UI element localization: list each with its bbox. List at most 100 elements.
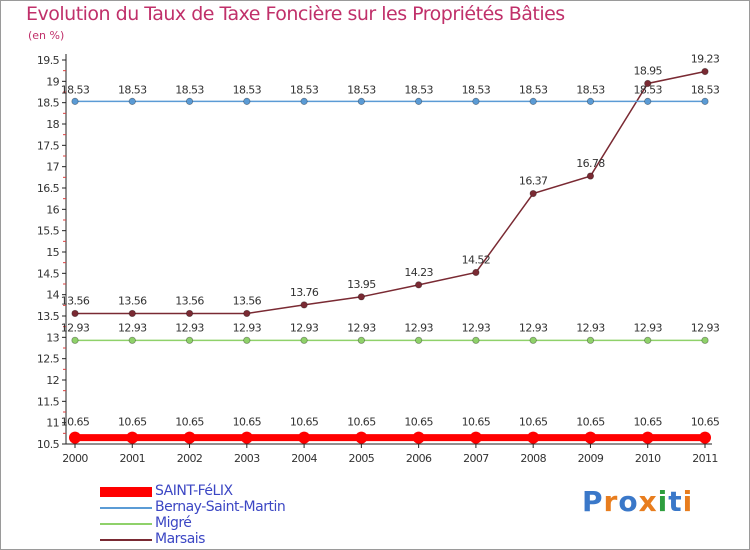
data-point xyxy=(412,431,425,444)
data-point xyxy=(529,189,537,198)
x-tick-label: 2002 xyxy=(177,452,203,465)
chart-legend: SAINT-FéLIX Bernay-Saint-Martin Migré Ma… xyxy=(100,483,400,548)
data-point xyxy=(469,431,482,444)
y-tick-label: 10.5 xyxy=(37,438,60,451)
data-label: 18.53 xyxy=(175,83,204,96)
logo-letter: r xyxy=(603,485,619,518)
data-point xyxy=(243,97,251,105)
x-tick-label: 2005 xyxy=(349,452,375,465)
y-tick-label: 13.5 xyxy=(37,310,60,323)
data-label: 12.93 xyxy=(61,321,90,334)
data-point xyxy=(586,336,595,344)
data-label: 12.93 xyxy=(519,321,548,334)
data-label: 18.53 xyxy=(519,83,548,96)
data-label: 18.53 xyxy=(691,83,720,96)
data-label: 14.52 xyxy=(462,253,491,266)
data-label: 10.65 xyxy=(519,416,548,429)
data-point xyxy=(355,431,368,444)
chart-title: Evolution du Taux de Taxe Foncière sur l… xyxy=(26,3,565,25)
data-point xyxy=(185,336,194,344)
y-tick-label: 14.5 xyxy=(37,267,60,280)
legend-item: SAINT-FéLIX xyxy=(100,483,400,500)
data-point xyxy=(300,336,308,344)
data-label: 18.53 xyxy=(462,83,491,96)
legend-label: Marsais xyxy=(155,531,205,547)
x-tick-label: 2008 xyxy=(520,452,546,465)
data-point xyxy=(641,431,654,444)
data-point xyxy=(472,268,480,277)
data-point xyxy=(472,97,480,105)
data-point xyxy=(644,336,652,344)
data-point xyxy=(357,97,365,105)
data-label: 12.93 xyxy=(175,321,204,334)
data-label: 12.93 xyxy=(576,321,605,334)
data-point xyxy=(529,336,537,344)
data-label: 13.56 xyxy=(175,294,204,307)
y-tick-label: 15 xyxy=(46,246,59,259)
legend-item: Migré xyxy=(100,515,400,532)
chart-axes: 10.5 11 11.5 12 12.5 13 13.5 14 14.5 15 15.5 16 16.5… xyxy=(37,54,718,465)
data-point xyxy=(128,309,136,318)
data-label: 10.65 xyxy=(462,416,491,429)
data-point xyxy=(472,336,480,344)
data-label: 19.23 xyxy=(691,53,720,66)
x-tick-label: 2001 xyxy=(119,452,145,465)
data-point xyxy=(126,431,139,444)
data-label: 12.93 xyxy=(118,321,147,334)
data-label: 10.65 xyxy=(175,416,204,429)
legend-swatch xyxy=(100,523,152,525)
data-point xyxy=(584,431,597,444)
x-tick-label: 2010 xyxy=(635,452,661,465)
x-tick-label: 2011 xyxy=(692,452,718,465)
data-label: 12.93 xyxy=(347,321,376,334)
data-label: 12.93 xyxy=(233,321,262,334)
legend-swatch xyxy=(100,487,152,497)
data-point xyxy=(527,431,540,444)
data-label: 10.65 xyxy=(576,416,605,429)
data-point xyxy=(300,97,308,105)
data-label: 10.65 xyxy=(633,416,662,429)
data-point xyxy=(243,336,251,344)
logo-letter: t xyxy=(668,485,683,518)
legend-swatch xyxy=(100,539,152,541)
data-label: 12.93 xyxy=(633,321,662,334)
y-tick-label: 12.5 xyxy=(37,353,60,366)
data-point xyxy=(71,309,79,318)
data-point xyxy=(357,293,365,301)
data-point xyxy=(701,67,709,76)
legend-label: SAINT-FéLIX xyxy=(155,483,233,499)
data-label: 12.93 xyxy=(290,321,319,334)
x-tick-label: 2006 xyxy=(406,452,432,465)
data-label: 18.53 xyxy=(347,83,376,96)
data-point xyxy=(644,97,652,105)
data-label: 13.95 xyxy=(347,278,376,291)
data-label: 12.93 xyxy=(404,321,433,334)
data-label: 10.65 xyxy=(233,416,262,429)
legend-item: Marsais xyxy=(100,531,400,548)
data-label: 18.53 xyxy=(61,83,90,96)
y-tick-label: 16 xyxy=(46,203,59,216)
data-label: 16.78 xyxy=(576,157,605,170)
data-label: 14.23 xyxy=(404,266,433,279)
data-label: 16.37 xyxy=(519,175,548,188)
y-tick-label: 18 xyxy=(46,118,59,131)
data-point xyxy=(529,97,537,105)
data-label: 13.76 xyxy=(290,286,319,299)
logo-letter: o xyxy=(618,485,639,518)
legend-item: Bernay-Saint-Martin xyxy=(100,499,400,516)
y-tick-label: 19 xyxy=(46,75,59,88)
y-tick-label: 17.5 xyxy=(37,139,60,152)
data-point xyxy=(71,97,79,105)
data-label-layer: 12.93 12.93 12.93 12.93 12.93 12.93 12.93 12.93… xyxy=(61,53,721,429)
y-tick-label: 14 xyxy=(46,289,59,302)
data-point xyxy=(586,97,595,105)
data-point xyxy=(415,281,423,289)
y-tick-label: 11 xyxy=(46,417,59,430)
data-point xyxy=(128,336,136,344)
data-label: 10.65 xyxy=(118,416,147,429)
data-label: 18.53 xyxy=(404,83,433,96)
y-tick-label: 19.5 xyxy=(37,54,60,67)
legend-label: Bernay-Saint-Martin xyxy=(155,499,286,515)
data-label: 18.53 xyxy=(118,83,147,96)
